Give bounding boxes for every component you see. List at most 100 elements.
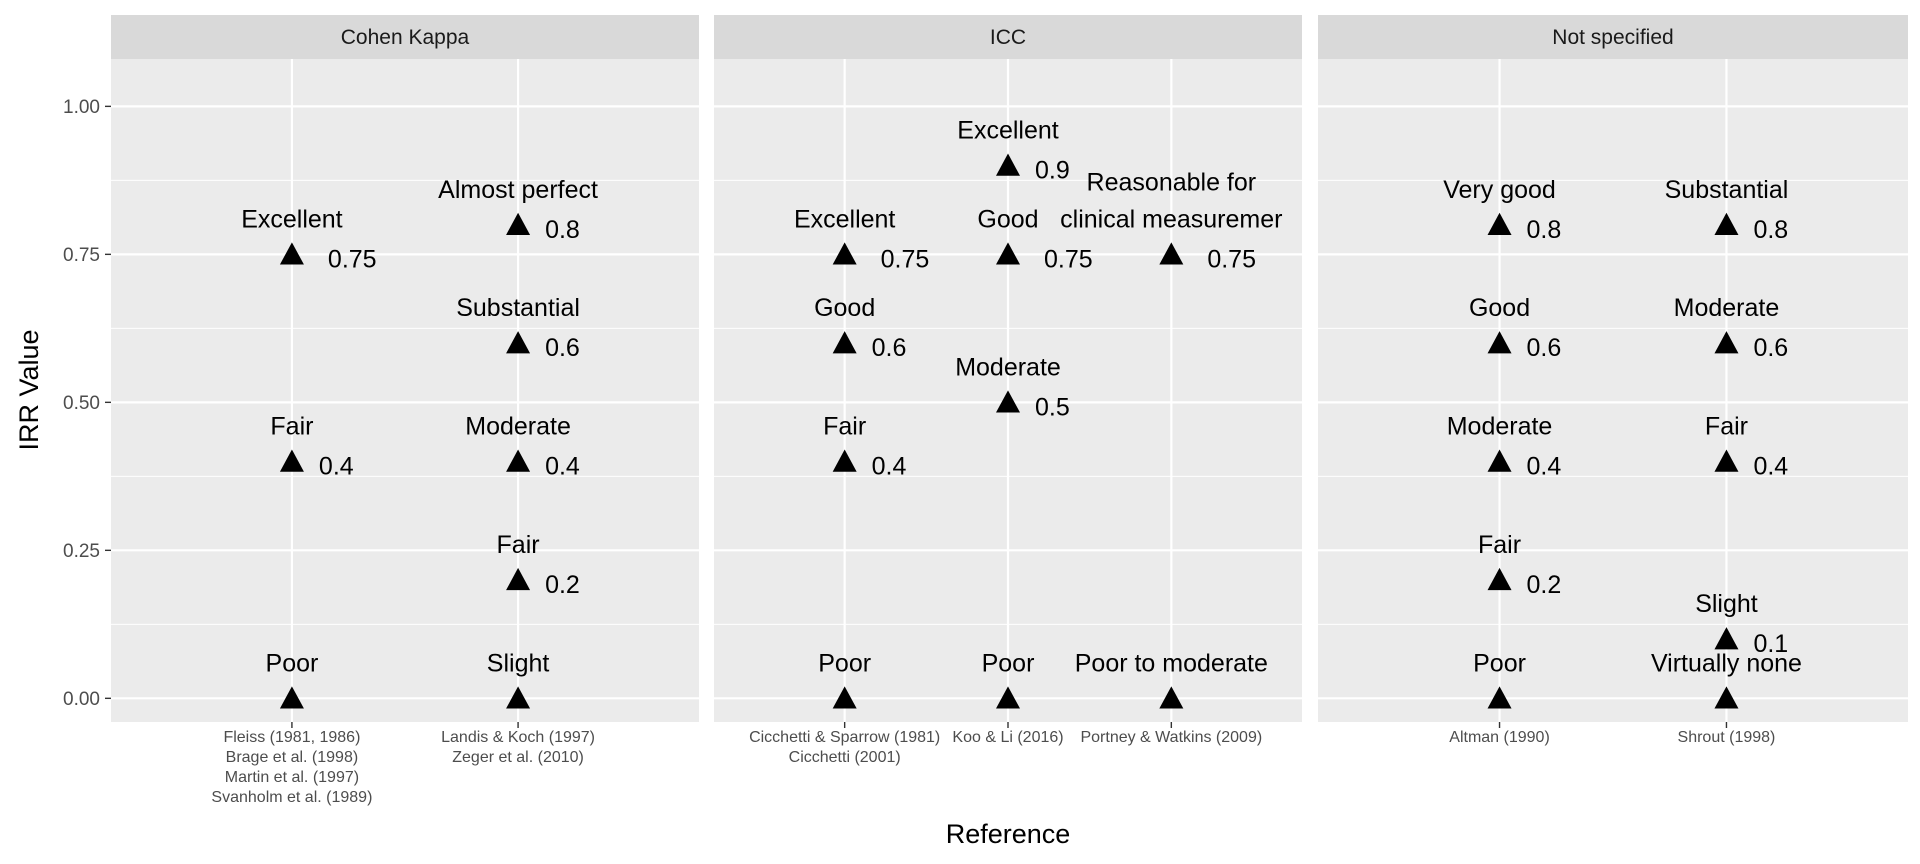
category-label: Poor to moderate xyxy=(1075,649,1268,677)
value-label: 0.4 xyxy=(1527,453,1562,481)
panel-background xyxy=(1318,59,1908,722)
data-point-triangle xyxy=(996,242,1020,265)
data-point-triangle xyxy=(1159,242,1184,265)
data-point-triangle xyxy=(832,331,857,354)
value-label: 0.2 xyxy=(1527,571,1562,599)
value-label: 0.75 xyxy=(881,245,930,273)
strip-background xyxy=(111,15,699,59)
strip-background xyxy=(714,15,1302,59)
category-label: Excellent xyxy=(794,205,895,233)
category-label: Poor xyxy=(266,649,319,677)
data-point-triangle xyxy=(1159,686,1184,709)
value-label: 0.5 xyxy=(1035,393,1070,421)
x-tick-label: Shrout (1998) xyxy=(1678,729,1776,746)
category-label: Good xyxy=(1469,294,1530,322)
value-label: 0.75 xyxy=(328,245,377,273)
category-label: Poor xyxy=(1473,649,1526,677)
data-point-triangle xyxy=(1714,331,1739,354)
value-label: 0.6 xyxy=(872,334,907,362)
category-label: Reasonable for clinical measuremer xyxy=(1060,168,1282,233)
data-point-triangle xyxy=(832,686,857,709)
category-label: Fair xyxy=(1478,531,1521,559)
y-tick-label: 1.00 xyxy=(63,97,100,118)
facet-panel: Not specified Altman (1990) Very good 0.8 Go… xyxy=(1318,15,1908,746)
data-point-triangle xyxy=(1714,212,1739,235)
strip-label: ICC xyxy=(990,26,1026,49)
x-tick-label: Cicchetti & Sparrow (1981) Cicchetti (200… xyxy=(749,729,940,766)
category-label: Fair xyxy=(823,413,866,441)
data-point-triangle xyxy=(1487,331,1512,354)
value-label: 0.8 xyxy=(545,216,580,244)
panels-layer: Cohen Kappa Fleiss (1981, 1986) Brage et a… xyxy=(111,15,1908,806)
data-point-triangle xyxy=(996,153,1020,176)
category-label: Excellent xyxy=(957,117,1058,145)
category-label: Moderate xyxy=(465,413,571,441)
data-point-triangle xyxy=(279,242,304,265)
category-label: Slight xyxy=(487,649,550,677)
category-label: Substantial xyxy=(456,294,580,322)
data-point-triangle xyxy=(1714,449,1739,472)
strip-background xyxy=(1318,15,1908,59)
value-label: 0.4 xyxy=(872,453,907,481)
x-tick-label: Altman (1990) xyxy=(1449,729,1550,746)
facet-panel: Cohen Kappa Fleiss (1981, 1986) Brage et a… xyxy=(111,15,699,806)
data-point-triangle xyxy=(996,686,1020,709)
data-point-triangle xyxy=(1487,449,1512,472)
data-point-triangle xyxy=(1714,627,1739,650)
category-label: Moderate xyxy=(1447,413,1553,441)
value-label: 0.4 xyxy=(319,453,354,481)
x-tick-label: Fleiss (1981, 1986) Brage et al. (1998) Ma… xyxy=(211,729,372,806)
category-label: Excellent xyxy=(241,205,342,233)
category-label: Poor xyxy=(818,649,871,677)
category-label: Moderate xyxy=(955,353,1061,381)
value-label: 0.6 xyxy=(1527,334,1562,362)
category-label: Moderate xyxy=(1674,294,1780,322)
value-label: 0.4 xyxy=(545,453,580,481)
y-tick-label: 0.00 xyxy=(63,689,100,710)
value-label: 0.75 xyxy=(1044,245,1093,273)
category-label: Very good xyxy=(1443,176,1556,204)
x-tick-label: Landis & Koch (1997) Zeger et al. (2010) xyxy=(441,729,595,766)
strip-label: Cohen Kappa xyxy=(341,26,470,49)
value-label: 0.75 xyxy=(1207,245,1256,273)
y-tick-label: 0.25 xyxy=(63,541,100,562)
category-label: Virtually none xyxy=(1651,649,1802,677)
value-label: 0.9 xyxy=(1035,157,1070,185)
data-point-triangle xyxy=(506,449,531,472)
value-label: 0.8 xyxy=(1753,216,1788,244)
data-point-triangle xyxy=(996,390,1020,413)
data-point-triangle xyxy=(1487,567,1512,591)
value-label: 0.4 xyxy=(1753,453,1788,481)
y-tick-label: 0.50 xyxy=(63,393,100,414)
value-label: 0.1 xyxy=(1753,630,1788,658)
category-label: Poor xyxy=(982,649,1035,677)
value-label: 0.6 xyxy=(1753,334,1788,362)
strip-label: Not specified xyxy=(1552,26,1673,49)
y-axis-title: IRR Value xyxy=(14,329,44,450)
data-point-triangle xyxy=(279,449,304,472)
category-label: Substantial xyxy=(1665,176,1789,204)
data-point-triangle xyxy=(506,686,531,709)
y-tick-label: 0.75 xyxy=(63,245,100,266)
category-label: Almost perfect xyxy=(438,176,598,204)
data-point-triangle xyxy=(832,449,857,472)
category-label: Fair xyxy=(497,531,540,559)
value-label: 0.6 xyxy=(545,334,580,362)
data-point-triangle xyxy=(1714,686,1739,709)
x-tick-label: Koo & Li (2016) xyxy=(952,729,1063,746)
data-point-triangle xyxy=(1487,686,1512,709)
data-point-triangle xyxy=(506,331,531,354)
x-axis-title: Reference xyxy=(946,819,1071,849)
data-point-triangle xyxy=(506,567,531,591)
data-point-triangle xyxy=(279,686,304,709)
x-tick-label: Portney & Watkins (2009) xyxy=(1080,729,1262,746)
data-point-triangle xyxy=(832,242,857,265)
value-label: 0.8 xyxy=(1527,216,1562,244)
y-axis: 0.00 0.25 0.50 0.75 1.00 xyxy=(63,97,111,710)
category-label: Good xyxy=(814,294,875,322)
category-label: Good xyxy=(977,205,1038,233)
category-label: Slight xyxy=(1695,590,1758,618)
facet-panel: ICC Cicchetti & Sparrow (1981) Cicchetti (… xyxy=(714,15,1302,766)
panel-background xyxy=(111,59,699,722)
